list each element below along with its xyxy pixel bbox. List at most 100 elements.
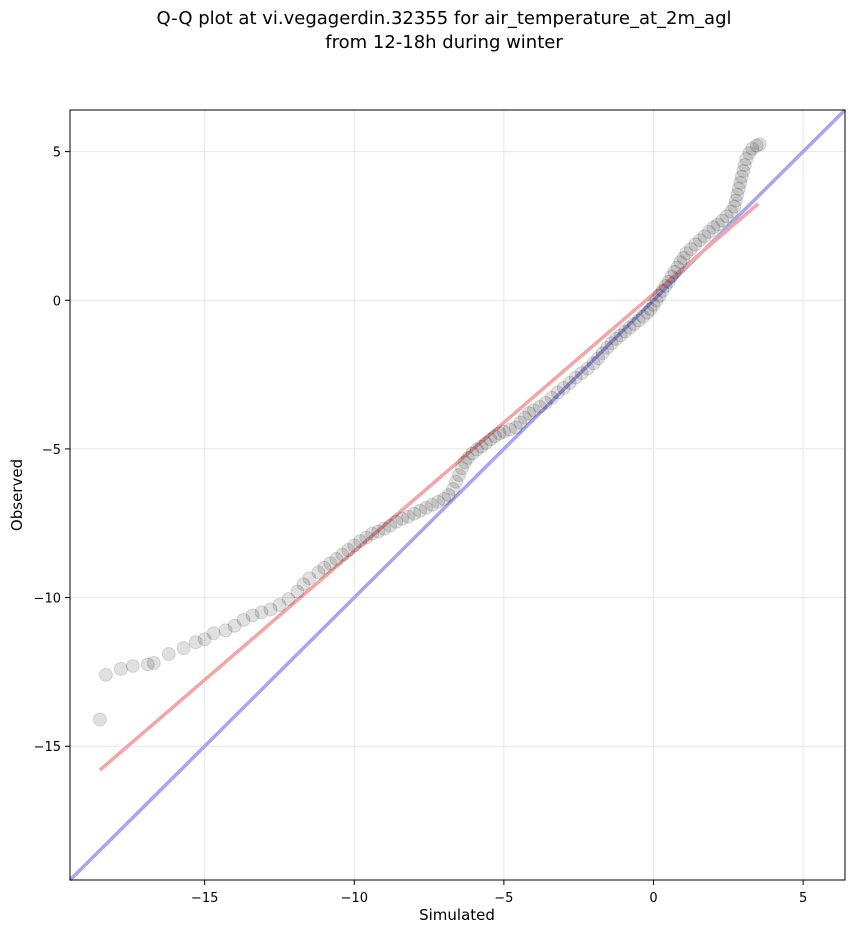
- data-point: [636, 309, 651, 324]
- data-point: [613, 328, 628, 343]
- data-point: [631, 313, 646, 328]
- data-point: [676, 251, 691, 266]
- data-point: [483, 432, 498, 447]
- data-point: [323, 556, 338, 571]
- data-point: [407, 506, 422, 521]
- x-tick-label: −10: [341, 891, 368, 906]
- data-point: [737, 158, 752, 172]
- data-point: [401, 509, 416, 524]
- data-point: [643, 302, 658, 317]
- data-point: [739, 152, 754, 167]
- data-point: [487, 429, 502, 444]
- data-point: [371, 524, 386, 539]
- grid: [70, 110, 845, 880]
- data-point: [742, 146, 757, 161]
- data-point: [688, 237, 703, 252]
- data-point: [419, 500, 434, 515]
- data-point: [431, 494, 446, 509]
- data-point: [719, 209, 734, 224]
- data-point: [302, 571, 317, 586]
- data-point: [451, 468, 466, 483]
- x-tick-label: 0: [649, 891, 657, 906]
- plot-frame: [69, 109, 846, 881]
- data-point: [441, 488, 456, 502]
- data-point: [622, 320, 637, 335]
- data-point: [413, 503, 428, 518]
- data-point: [245, 608, 260, 623]
- data-point: [734, 169, 749, 184]
- data-point: [383, 518, 398, 533]
- data-point: [618, 324, 633, 339]
- data-point: [710, 217, 725, 232]
- data-point: [730, 187, 745, 202]
- y-tick-label: 0: [53, 294, 61, 309]
- data-point: [580, 361, 595, 376]
- data-point: [197, 632, 212, 647]
- data-point: [227, 618, 242, 633]
- data-point: [517, 410, 532, 425]
- data-point: [502, 422, 517, 437]
- data-point: [733, 175, 748, 190]
- data-point: [715, 213, 730, 228]
- data-point: [272, 598, 287, 612]
- data-point: [92, 712, 107, 727]
- data-point: [591, 351, 606, 366]
- x-tick-label: −5: [494, 891, 513, 906]
- data-point: [697, 229, 712, 244]
- data-point: [329, 551, 344, 566]
- data-point: [469, 442, 484, 457]
- data-point: [454, 461, 469, 476]
- data-point: [604, 336, 619, 351]
- data-point: [609, 331, 624, 346]
- data-point: [664, 269, 679, 284]
- data-point: [556, 380, 571, 395]
- data-point: [98, 667, 113, 682]
- identity-line: [68, 108, 847, 882]
- data-point: [749, 138, 764, 153]
- data-point: [661, 274, 676, 289]
- data-point: [263, 602, 278, 617]
- data-point: [353, 534, 368, 549]
- data-point: [508, 420, 523, 435]
- y-axis-label: Observed: [8, 459, 26, 531]
- data-point: [544, 390, 559, 405]
- data-point: [658, 279, 673, 293]
- chart-title-line1: Q-Q plot at vi.vegagerdin.32355 for air_…: [157, 8, 732, 29]
- data-point: [492, 426, 507, 441]
- data-point: [389, 514, 404, 529]
- x-axis-label: Simulated: [419, 906, 495, 924]
- data-point: [600, 340, 615, 355]
- data-point: [296, 577, 311, 592]
- data-point: [341, 543, 356, 557]
- data-point: [586, 356, 601, 371]
- data-point: [655, 283, 670, 298]
- data-point: [679, 246, 694, 261]
- data-point: [425, 497, 440, 512]
- data-point: [627, 317, 642, 332]
- data-point: [595, 346, 610, 361]
- data-point: [113, 661, 128, 676]
- data-point: [724, 204, 739, 219]
- data-point: [562, 375, 577, 390]
- data-point: [365, 526, 380, 541]
- data-point: [449, 474, 464, 489]
- data-point: [513, 415, 528, 430]
- data-point: [457, 455, 472, 470]
- data-point: [176, 641, 191, 656]
- data-point: [446, 482, 461, 497]
- data-point: [652, 288, 667, 303]
- data-points: [92, 137, 767, 727]
- y-tick-label: −5: [42, 443, 61, 458]
- data-point: [359, 530, 374, 545]
- data-point: [254, 605, 269, 620]
- data-point: [236, 612, 251, 627]
- data-point: [736, 163, 751, 178]
- y-tick-label: −10: [34, 592, 61, 607]
- data-point: [311, 565, 326, 580]
- reference-lines: [68, 108, 847, 882]
- data-point: [437, 491, 452, 506]
- data-point: [574, 366, 589, 381]
- data-point: [125, 658, 140, 673]
- data-point: [745, 141, 760, 156]
- data-point: [465, 446, 480, 461]
